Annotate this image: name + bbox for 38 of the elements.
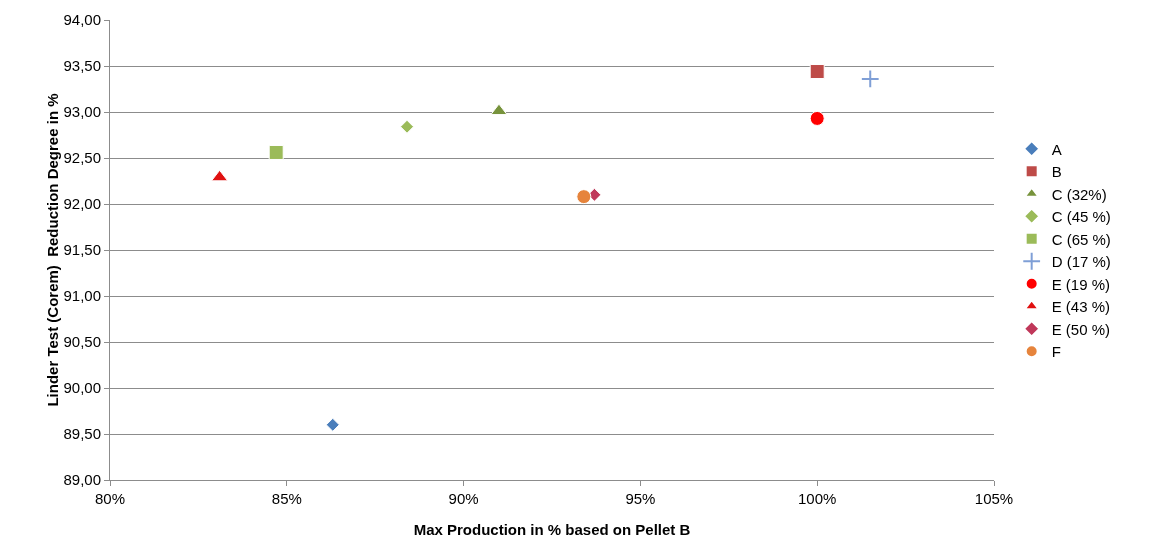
point bbox=[268, 144, 284, 160]
x-tick-label: 105% bbox=[974, 490, 1014, 507]
y-tick-label: 93,50 bbox=[63, 57, 101, 75]
legend-label: A bbox=[1051, 140, 1062, 158]
y-tick-label: 89,50 bbox=[63, 425, 101, 443]
y-tick-label: 93,00 bbox=[63, 103, 101, 121]
point bbox=[400, 119, 415, 134]
legend-label: E (50 %) bbox=[1051, 320, 1111, 338]
point bbox=[490, 103, 508, 116]
y-tick-label: 90,50 bbox=[63, 333, 101, 351]
y-tick-label: 90,00 bbox=[63, 379, 101, 397]
y-tick-label: 92,50 bbox=[63, 149, 101, 167]
point bbox=[325, 417, 340, 432]
legend-label: B bbox=[1051, 163, 1062, 181]
y-tick-label: 92,00 bbox=[63, 195, 101, 213]
x-tick-label: 100% bbox=[798, 490, 837, 507]
legend-label: F bbox=[1051, 343, 1061, 361]
y-axis-title: Linder Test (Corem) Reduction Degree in % bbox=[44, 93, 62, 407]
x-axis-title: Max Production in % based on Pellet B bbox=[413, 521, 691, 538]
y-tick-label: 94,00 bbox=[63, 11, 101, 29]
point bbox=[576, 189, 592, 205]
legend-label: E (19 %) bbox=[1051, 275, 1111, 293]
legend-label: D (17 %) bbox=[1051, 253, 1111, 271]
x-tick-label: 95% bbox=[625, 490, 656, 507]
legend-label: C (45 %) bbox=[1051, 208, 1111, 226]
y-tick-label: 89,00 bbox=[63, 471, 101, 489]
point bbox=[809, 64, 825, 80]
x-tick-label: 80% bbox=[94, 490, 126, 507]
x-tick-label: 90% bbox=[448, 490, 479, 507]
y-tick-label: 91,00 bbox=[63, 287, 101, 305]
point bbox=[860, 69, 880, 89]
legend-label: C (32%) bbox=[1051, 185, 1107, 203]
legend-label: C (65 %) bbox=[1051, 230, 1111, 248]
y-tick-label: 91,50 bbox=[63, 241, 101, 259]
point bbox=[809, 110, 825, 126]
point bbox=[211, 169, 229, 182]
x-tick-label: 85% bbox=[271, 490, 302, 507]
legend-label: E (43 %) bbox=[1051, 298, 1111, 316]
